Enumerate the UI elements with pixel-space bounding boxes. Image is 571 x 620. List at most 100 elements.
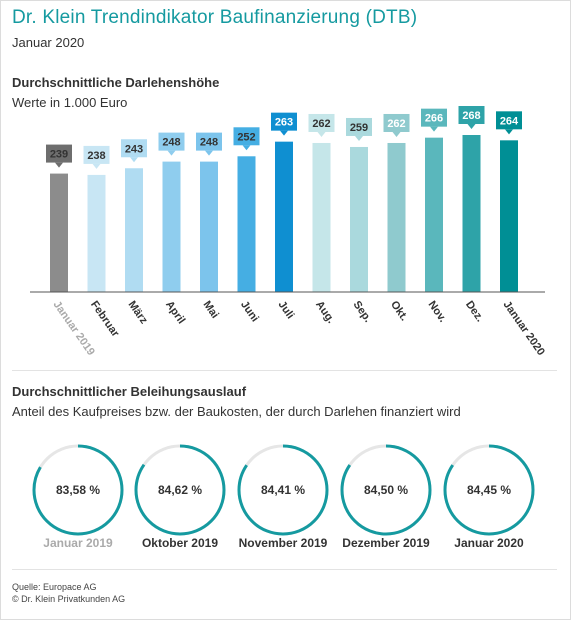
bar-value-label: 262: [312, 118, 330, 130]
gauge-label: Dezember 2019: [342, 536, 430, 550]
bar: [462, 135, 481, 292]
ltv-gauge: 84,45 %: [439, 440, 539, 540]
page-date: Januar 2020: [12, 35, 85, 50]
bar: [500, 140, 518, 292]
bar-value-label: 259: [350, 122, 368, 134]
gauge-label: Oktober 2019: [141, 536, 219, 550]
section-divider: [12, 370, 557, 371]
gauge-arc: [32, 444, 124, 536]
bar-value-label: 263: [275, 117, 293, 129]
ltv-gauge-svg: 84,45 %: [443, 444, 535, 536]
bar: [237, 156, 256, 292]
bar-value-box: [458, 106, 485, 124]
bar-value-pointer: [242, 145, 251, 151]
bar: [125, 168, 143, 292]
gauge-arc: [134, 444, 226, 536]
bar-value-box: [421, 108, 447, 127]
bar: [387, 142, 406, 292]
bar: [350, 146, 368, 292]
footer-divider: [12, 569, 557, 570]
gauge-value: 84,50 %: [364, 483, 408, 497]
bar-value-box: [233, 127, 260, 146]
category-label: Juni: [238, 299, 261, 324]
bar-value-box: [271, 112, 297, 131]
bar-value-label: 248: [162, 137, 180, 149]
bar-value-box: [83, 145, 110, 164]
gauge-value: 84,41 %: [261, 483, 305, 497]
bar-value-box: [383, 113, 410, 132]
bar-value-box: [308, 113, 335, 132]
gauge-label: November 2019: [238, 536, 328, 550]
loan-section-title: Durchschnittliche Darlehenshöhe: [12, 75, 220, 90]
ltv-gauge: 84,50 %: [336, 440, 436, 540]
bar-value-pointer: [55, 162, 63, 168]
ltv-gauge: 84,62 %: [130, 440, 230, 540]
bar-value-pointer: [467, 124, 476, 129]
category-label: Aug.: [313, 299, 337, 326]
bar: [312, 142, 331, 292]
gauge-value: 83,58 %: [56, 483, 100, 497]
bar-value-box: [496, 111, 522, 130]
category-label: Mai: [201, 299, 221, 321]
ltv-gauge-svg: 84,41 %: [237, 444, 329, 536]
gauge-label: Januar 2019: [43, 536, 113, 550]
bar-value-label: 239: [50, 149, 68, 161]
bar-value-label: 243: [125, 143, 143, 155]
bar: [275, 141, 293, 292]
bar: [87, 174, 106, 292]
category-label: Okt.: [388, 299, 410, 323]
ltv-gauge-svg: 84,50 %: [340, 444, 432, 536]
gauge-arc: [237, 444, 329, 536]
ltv-gauge: 83,58 %: [28, 440, 128, 540]
category-label: Januar 2020: [501, 299, 547, 358]
bar-value-label: 268: [462, 110, 480, 122]
category-label: Dez.: [463, 299, 486, 324]
bar-value-pointer: [317, 131, 326, 137]
bar-value-box: [121, 139, 147, 158]
category-label: Februar: [88, 299, 122, 340]
page-title: Dr. Klein Trendindikator Baufinanzierung…: [12, 7, 418, 28]
bar-value-pointer: [505, 129, 513, 135]
ltv-gauge-svg: 84,62 %: [134, 444, 226, 536]
bar-value-pointer: [92, 163, 101, 169]
bar-value-pointer: [280, 130, 288, 136]
copyright-note: © Dr. Klein Privatkunden AG: [12, 594, 126, 604]
ltv-gauge: 84,41 %: [233, 440, 333, 540]
bar-value-box: [196, 132, 222, 151]
bar-value-box: [346, 117, 372, 136]
source-note: Quelle: Europace AG: [12, 582, 97, 592]
bar-value-pointer: [392, 131, 401, 137]
bar-value-label: 238: [87, 150, 105, 162]
category-label: März: [126, 299, 150, 327]
bar: [200, 161, 218, 292]
bar-value-pointer: [355, 135, 363, 141]
category-label: Nov.: [426, 299, 449, 325]
bar: [50, 173, 68, 292]
bar-value-box: [46, 144, 72, 163]
bar-value-label: 264: [500, 115, 519, 127]
bar-value-label: 266: [425, 113, 443, 125]
gauge-value: 84,45 %: [467, 483, 511, 497]
bar-value-label: 252: [237, 131, 255, 143]
category-label: Sep.: [351, 299, 374, 325]
bar-value-pointer: [167, 150, 176, 156]
loan-section-subtitle: Werte in 1.000 Euro: [12, 95, 128, 110]
gauge-value: 84,62 %: [158, 483, 202, 497]
bar-value-label: 248: [200, 137, 218, 149]
ltv-section-subtitle: Anteil des Kaufpreises bzw. der Baukoste…: [12, 404, 461, 419]
category-label: Juli: [276, 299, 297, 321]
ltv-gauge-svg: 83,58 %: [32, 444, 124, 536]
bar-value-pointer: [130, 157, 138, 163]
gauge-label: Januar 2020: [454, 536, 524, 550]
gauge-arc: [443, 444, 535, 536]
bar-value-pointer: [430, 126, 438, 132]
bar-value-label: 262: [387, 118, 405, 130]
gauge-arc: [340, 444, 432, 536]
bar-value-box: [158, 132, 185, 151]
bar-value-pointer: [205, 150, 213, 156]
bar: [162, 161, 181, 292]
bar: [425, 137, 443, 292]
category-label: April: [163, 299, 187, 326]
ltv-section-title: Durchschnittlicher Beleihungsauslauf: [12, 384, 247, 399]
